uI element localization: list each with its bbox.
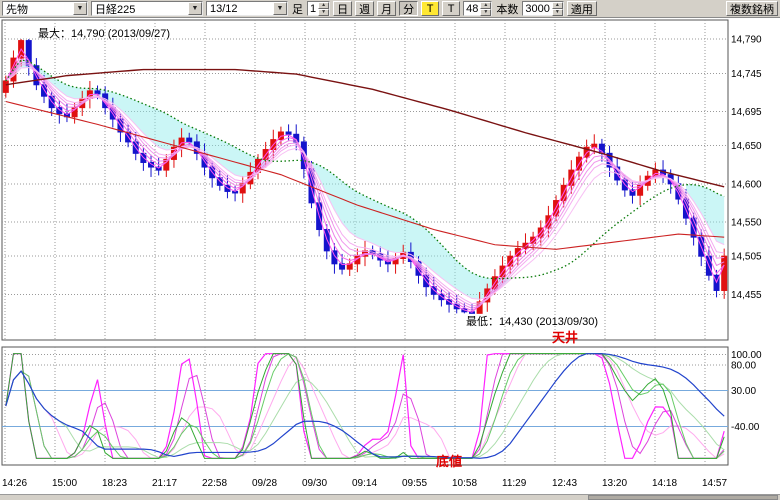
multi-symbol-button[interactable]: 複数銘柄 — [726, 1, 778, 16]
period-day-button[interactable]: 日 — [333, 1, 353, 16]
symbol-value: 日経225 — [95, 3, 136, 16]
tick-count-input[interactable]: 48 ▲ ▼ — [463, 1, 493, 16]
svg-text:10:58: 10:58 — [452, 478, 477, 489]
tick-count-value: 48 — [466, 2, 479, 15]
period-month-button[interactable]: 月 — [377, 1, 397, 16]
svg-text:100.00: 100.00 — [731, 350, 762, 361]
max-price-annotation: 最大：14,790 (2013/09/27) — [38, 28, 171, 40]
svg-text:14:18: 14:18 — [652, 478, 677, 489]
bar-interval-value: 1 — [310, 2, 317, 15]
contract-month-select[interactable]: 13/12 ▼ — [206, 1, 288, 16]
toolbar: 先物 ▼ 日経225 ▼ 13/12 ▼ 足 1 ▲ ▼ 日 週 月 分 T T … — [0, 0, 780, 18]
scrollbar-thumb[interactable] — [588, 495, 778, 500]
instrument-type-select[interactable]: 先物 ▼ — [2, 1, 88, 16]
svg-text:14,455: 14,455 — [731, 290, 762, 301]
svg-text:14,505: 14,505 — [731, 252, 762, 263]
price-chart-svg: 14,790 14,745 14,695 14,650 14,600 14,550 14,5… — [1, 19, 762, 489]
bar-count-input[interactable]: 3000 ▲ ▼ — [522, 1, 564, 16]
svg-text:09/28: 09/28 — [252, 478, 277, 489]
svg-text:09:55: 09:55 — [402, 478, 427, 489]
bar-count-value: 3000 — [525, 2, 550, 15]
svg-text:-40.00: -40.00 — [731, 422, 760, 433]
ceiling-annotation: 天井 — [552, 330, 579, 345]
horizontal-scrollbar[interactable] — [0, 494, 780, 500]
svg-text:80.00: 80.00 — [731, 360, 756, 371]
period-minute-button[interactable]: 分 — [399, 1, 419, 16]
bottom-annotation: 底値 — [436, 454, 463, 469]
svg-text:14:57: 14:57 — [702, 478, 727, 489]
spinner-arrows-icon[interactable]: ▲ ▼ — [318, 2, 330, 16]
svg-text:22:58: 22:58 — [202, 478, 227, 489]
svg-text:12:43: 12:43 — [552, 478, 577, 489]
apply-button[interactable]: 適用 — [566, 1, 597, 16]
svg-text:11:29: 11:29 — [502, 478, 527, 489]
spinner-arrows-icon[interactable]: ▲ ▼ — [551, 2, 563, 16]
bar-count-label: 本数 — [496, 3, 519, 16]
tick-button[interactable]: T — [442, 1, 461, 16]
svg-text:18:23: 18:23 — [102, 478, 127, 489]
bar-type-label: 足 — [292, 3, 303, 16]
chevron-down-icon[interactable]: ▼ — [73, 2, 87, 15]
svg-text:13:20: 13:20 — [602, 478, 627, 489]
spinner-arrows-icon[interactable]: ▲ ▼ — [480, 2, 492, 16]
svg-text:14,790: 14,790 — [731, 35, 762, 46]
svg-text:14,745: 14,745 — [731, 69, 762, 80]
svg-text:09:14: 09:14 — [352, 478, 377, 489]
svg-text:30.00: 30.00 — [731, 386, 756, 397]
svg-text:21:17: 21:17 — [152, 478, 177, 489]
svg-text:14,650: 14,650 — [731, 141, 762, 152]
instrument-type-value: 先物 — [6, 3, 28, 16]
svg-text:15:00: 15:00 — [52, 478, 77, 489]
svg-text:14:26: 14:26 — [2, 478, 27, 489]
chevron-down-icon[interactable]: ▼ — [188, 2, 202, 15]
svg-text:14,695: 14,695 — [731, 107, 762, 118]
bar-interval-input[interactable]: 1 ▲ ▼ — [307, 1, 331, 16]
chart-area[interactable]: 14,790 14,745 14,695 14,650 14,600 14,550 14,5… — [0, 18, 780, 494]
chevron-down-icon[interactable]: ▼ — [273, 2, 287, 15]
svg-text:14,550: 14,550 — [731, 217, 762, 228]
symbol-select[interactable]: 日経225 ▼ — [91, 1, 203, 16]
min-price-annotation: 最低：14,430 (2013/09/30) — [466, 316, 599, 328]
period-week-button[interactable]: 週 — [355, 1, 375, 16]
tick-toggle-button[interactable]: T — [421, 1, 440, 16]
svg-text:09/30: 09/30 — [302, 478, 327, 489]
contract-month-value: 13/12 — [210, 2, 238, 15]
svg-text:14,600: 14,600 — [731, 179, 762, 190]
